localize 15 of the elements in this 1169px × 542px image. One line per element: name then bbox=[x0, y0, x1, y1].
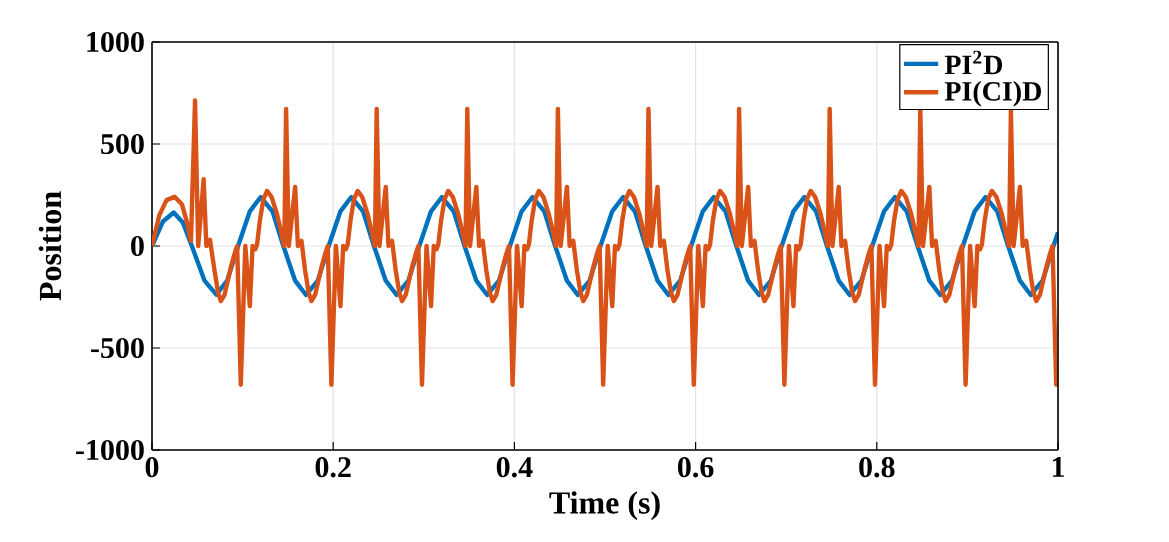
x-tick-label: 0.8 bbox=[859, 457, 895, 478]
legend-label: PI$^{2}$D bbox=[944, 50, 1003, 75]
x-tick-label: 0 bbox=[145, 457, 159, 478]
y-tick-label: 0 bbox=[131, 235, 144, 257]
x-tick-label: 0.6 bbox=[677, 457, 714, 478]
y-tick-label: -500 bbox=[91, 337, 144, 359]
y-axis-title: Position bbox=[38, 191, 62, 301]
x-tick-label: 1 bbox=[1052, 457, 1064, 477]
legend-label: PI(CI)D bbox=[944, 81, 1041, 107]
y-tick-label: 500 bbox=[101, 133, 144, 155]
y-tick-label: -1000 bbox=[76, 439, 144, 461]
x-tick-label: 0.2 bbox=[315, 457, 351, 478]
x-axis-title: Time (s) bbox=[549, 491, 660, 521]
x-tick-label: 0.4 bbox=[496, 457, 533, 478]
y-tick-label: 1000 bbox=[87, 31, 144, 53]
